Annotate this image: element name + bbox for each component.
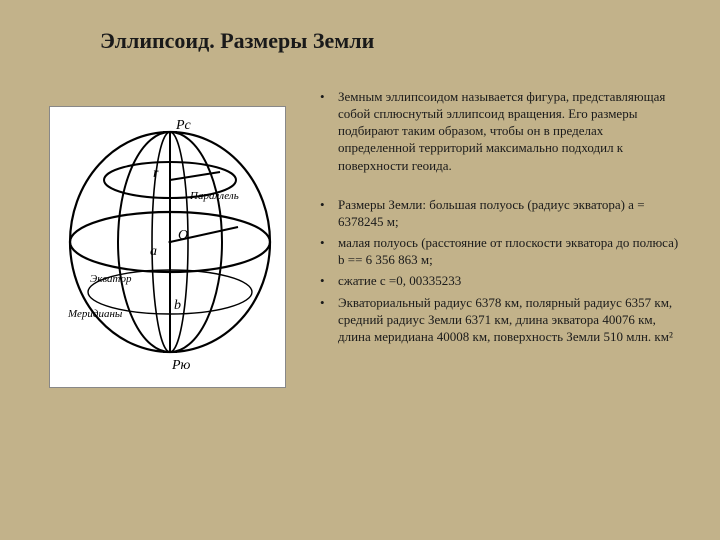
- bullet-item: Размеры Земли: большая полуось (радиус э…: [316, 196, 684, 230]
- bullet-item: Экваториальный радиус 6378 км, полярный …: [316, 294, 684, 345]
- label-equator: Экватор: [90, 273, 132, 285]
- bullet-item: Земным эллипсоидом называется фигура, пр…: [316, 88, 684, 174]
- label-radius-r: r: [153, 166, 159, 181]
- label-top-pole: Pс: [175, 118, 192, 133]
- figure-column: Pс Pю O a b r Параллель Экватор Меридиан…: [36, 88, 298, 388]
- bullet-item: сжатие c =0, 00335233: [316, 272, 684, 289]
- bullet-block-2: Размеры Земли: большая полуось (радиус э…: [316, 196, 684, 349]
- label-semi-b: b: [174, 298, 181, 313]
- label-meridians: Меридианы: [67, 308, 123, 320]
- label-semi-a: a: [150, 244, 157, 259]
- slide-title: Эллипсоид. Размеры Земли: [100, 28, 684, 54]
- content-row: Pс Pю O a b r Параллель Экватор Меридиан…: [36, 88, 684, 388]
- slide: Эллипсоид. Размеры Земли: [0, 0, 720, 540]
- label-bottom-pole: Pю: [171, 358, 191, 373]
- text-column: Земным эллипсоидом называется фигура, пр…: [316, 88, 684, 388]
- block-gap: [316, 178, 684, 196]
- label-parallel: Параллель: [189, 190, 239, 202]
- bullet-item: малая полуось (расстояние от плоскости э…: [316, 234, 684, 268]
- bullet-block-1: Земным эллипсоидом называется фигура, пр…: [316, 88, 684, 178]
- ellipsoid-diagram: Pс Pю O a b r Параллель Экватор Меридиан…: [49, 106, 286, 388]
- label-center: O: [178, 228, 188, 243]
